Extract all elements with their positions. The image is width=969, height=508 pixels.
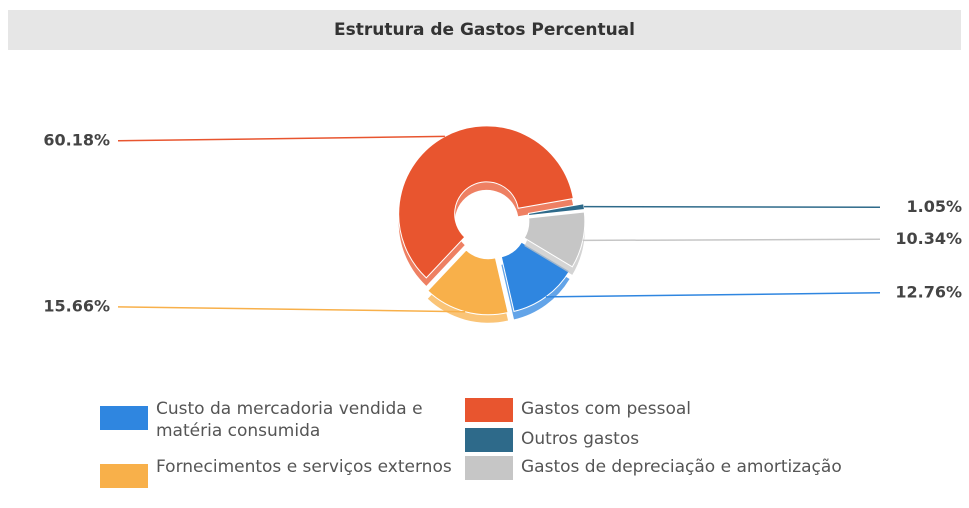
chart: 12.76% 15.66% 60.18% 1.05% 10.34% <box>43 125 962 323</box>
legend-item: Outros gastos <box>465 428 921 452</box>
slice <box>398 125 574 279</box>
legend-swatch <box>465 398 513 422</box>
data-label: 12.76% <box>895 282 962 301</box>
slice <box>523 211 586 268</box>
legend-swatch <box>465 456 513 480</box>
leader-line <box>117 306 466 313</box>
legend-swatch <box>100 406 148 430</box>
slice <box>527 203 585 217</box>
leader-line <box>582 238 881 242</box>
legend-item: Gastos com pessoal <box>465 398 921 422</box>
data-label: 1.05% <box>906 197 962 216</box>
slice <box>427 249 509 316</box>
legend-item: Gastos de depreciação e amortização <box>465 456 921 480</box>
legend-swatch <box>465 428 513 452</box>
slice <box>500 241 571 312</box>
legend-label: Gastos com pessoal <box>521 399 691 419</box>
legend-item: Fornecimentos e serviços externos <box>100 456 456 488</box>
legend-label: Fornecimentos e serviços externos <box>156 457 452 477</box>
chart-title: Estrutura de Gastos Percentual <box>8 10 961 50</box>
legend-label: Custo da mercadoria vendida e matéria co… <box>156 399 423 441</box>
leader-line <box>545 292 881 298</box>
data-label: 15.66% <box>43 296 110 315</box>
legend-label: Outros gastos <box>521 429 640 449</box>
data-label: 60.18% <box>43 130 110 149</box>
data-label: 10.34% <box>895 229 962 248</box>
leader-line <box>584 205 881 209</box>
legend-label: Gastos de depreciação e amortização <box>521 457 842 477</box>
legend-item: Custo da mercadoria vendida e matéria co… <box>100 398 456 442</box>
leader-line <box>117 135 445 142</box>
legend-swatch <box>100 464 148 488</box>
